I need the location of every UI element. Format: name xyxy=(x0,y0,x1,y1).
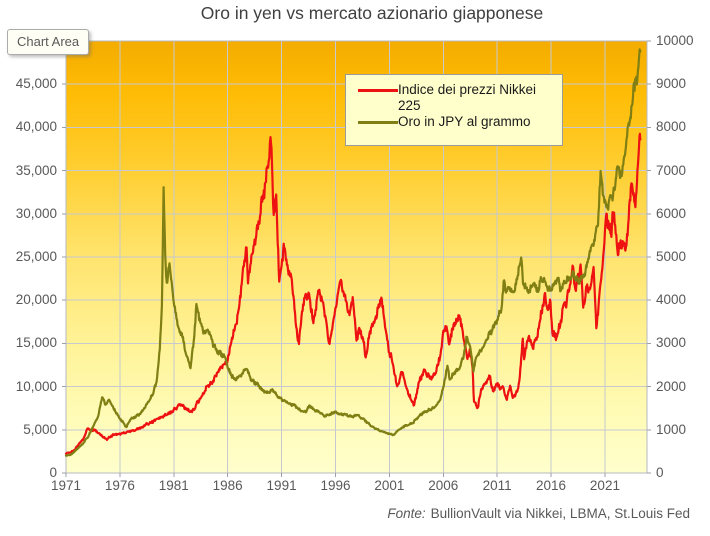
source-text: BullionVault via Nikkei, LBMA, St.Louis … xyxy=(430,506,690,521)
legend-label: Indice dei prezzi Nikkei 225 xyxy=(398,82,537,113)
legend-line-swatch xyxy=(358,120,398,124)
y-left-tick-label: 40,000 xyxy=(15,119,57,135)
series-line-gold xyxy=(64,48,642,457)
source-note: Fonte: BullionVault via Nikkei, LBMA, St.… xyxy=(387,506,690,521)
axis-ticks xyxy=(62,40,651,477)
y-left-tick-label: 45,000 xyxy=(15,76,57,92)
chart-area-tooltip-label: Chart Area xyxy=(17,34,80,49)
y-right-tick-label: 9000 xyxy=(656,76,687,92)
chart-area-tooltip: Chart Area xyxy=(7,29,90,55)
x-tick-label: 1996 xyxy=(320,478,351,493)
y-right-tick-label: 8000 xyxy=(656,119,687,135)
x-tick-label: 1986 xyxy=(212,478,243,493)
legend[interactable]: Indice dei prezzi Nikkei 225 Oro in JPY a… xyxy=(345,74,563,146)
y-right-tick-label: 3000 xyxy=(656,335,687,351)
y-left-tick-label: 30,000 xyxy=(15,205,57,221)
x-tick-label: 2011 xyxy=(482,478,512,493)
y-right-tick-label: 2000 xyxy=(656,378,687,394)
x-tick-label: 1991 xyxy=(266,478,297,493)
y-left-tick-label: 10,000 xyxy=(15,378,57,394)
y-right-tick-label: 1000 xyxy=(656,421,687,437)
y-left-tick-label: 35,000 xyxy=(15,162,57,178)
x-tick-label: 2001 xyxy=(374,478,405,493)
source-prefix-label: Fonte: xyxy=(387,506,426,521)
y-right-tick-label: 6000 xyxy=(656,205,687,221)
y-left-tick-label: 15,000 xyxy=(15,335,57,351)
y-left-tick-label: 0 xyxy=(49,465,57,480)
x-tick-label: 1981 xyxy=(158,478,189,493)
legend-item-gold[interactable]: Oro in JPY al grammo xyxy=(358,114,552,130)
x-tick-label: 2016 xyxy=(536,478,567,493)
legend-line-swatch xyxy=(358,88,398,92)
legend-item-nikkei[interactable]: Indice dei prezzi Nikkei 225 xyxy=(358,82,552,114)
x-tick-label: 1976 xyxy=(104,478,135,493)
gridlines xyxy=(66,41,647,473)
legend-label: Oro in JPY al grammo xyxy=(398,114,531,129)
y-right-tick-label: 4000 xyxy=(656,292,687,308)
y-right-tick-label: 0 xyxy=(656,465,664,480)
chart-title: Oro in yen vs mercato azionario giappone… xyxy=(200,3,544,23)
series-line-nikkei xyxy=(64,132,642,455)
x-tick-label: 2021 xyxy=(589,478,620,493)
y-left-tick-label: 5,000 xyxy=(23,421,57,437)
y-left-tick-label: 20,000 xyxy=(15,292,57,308)
x-tick-label: 1971 xyxy=(50,478,82,493)
y-right-tick-label: 5000 xyxy=(656,249,687,264)
x-tick-label: 2006 xyxy=(428,478,459,493)
y-right-tick-label: 10000 xyxy=(656,33,694,48)
y-right-tick-label: 7000 xyxy=(656,162,687,178)
y-left-tick-label: 25,000 xyxy=(15,249,57,264)
